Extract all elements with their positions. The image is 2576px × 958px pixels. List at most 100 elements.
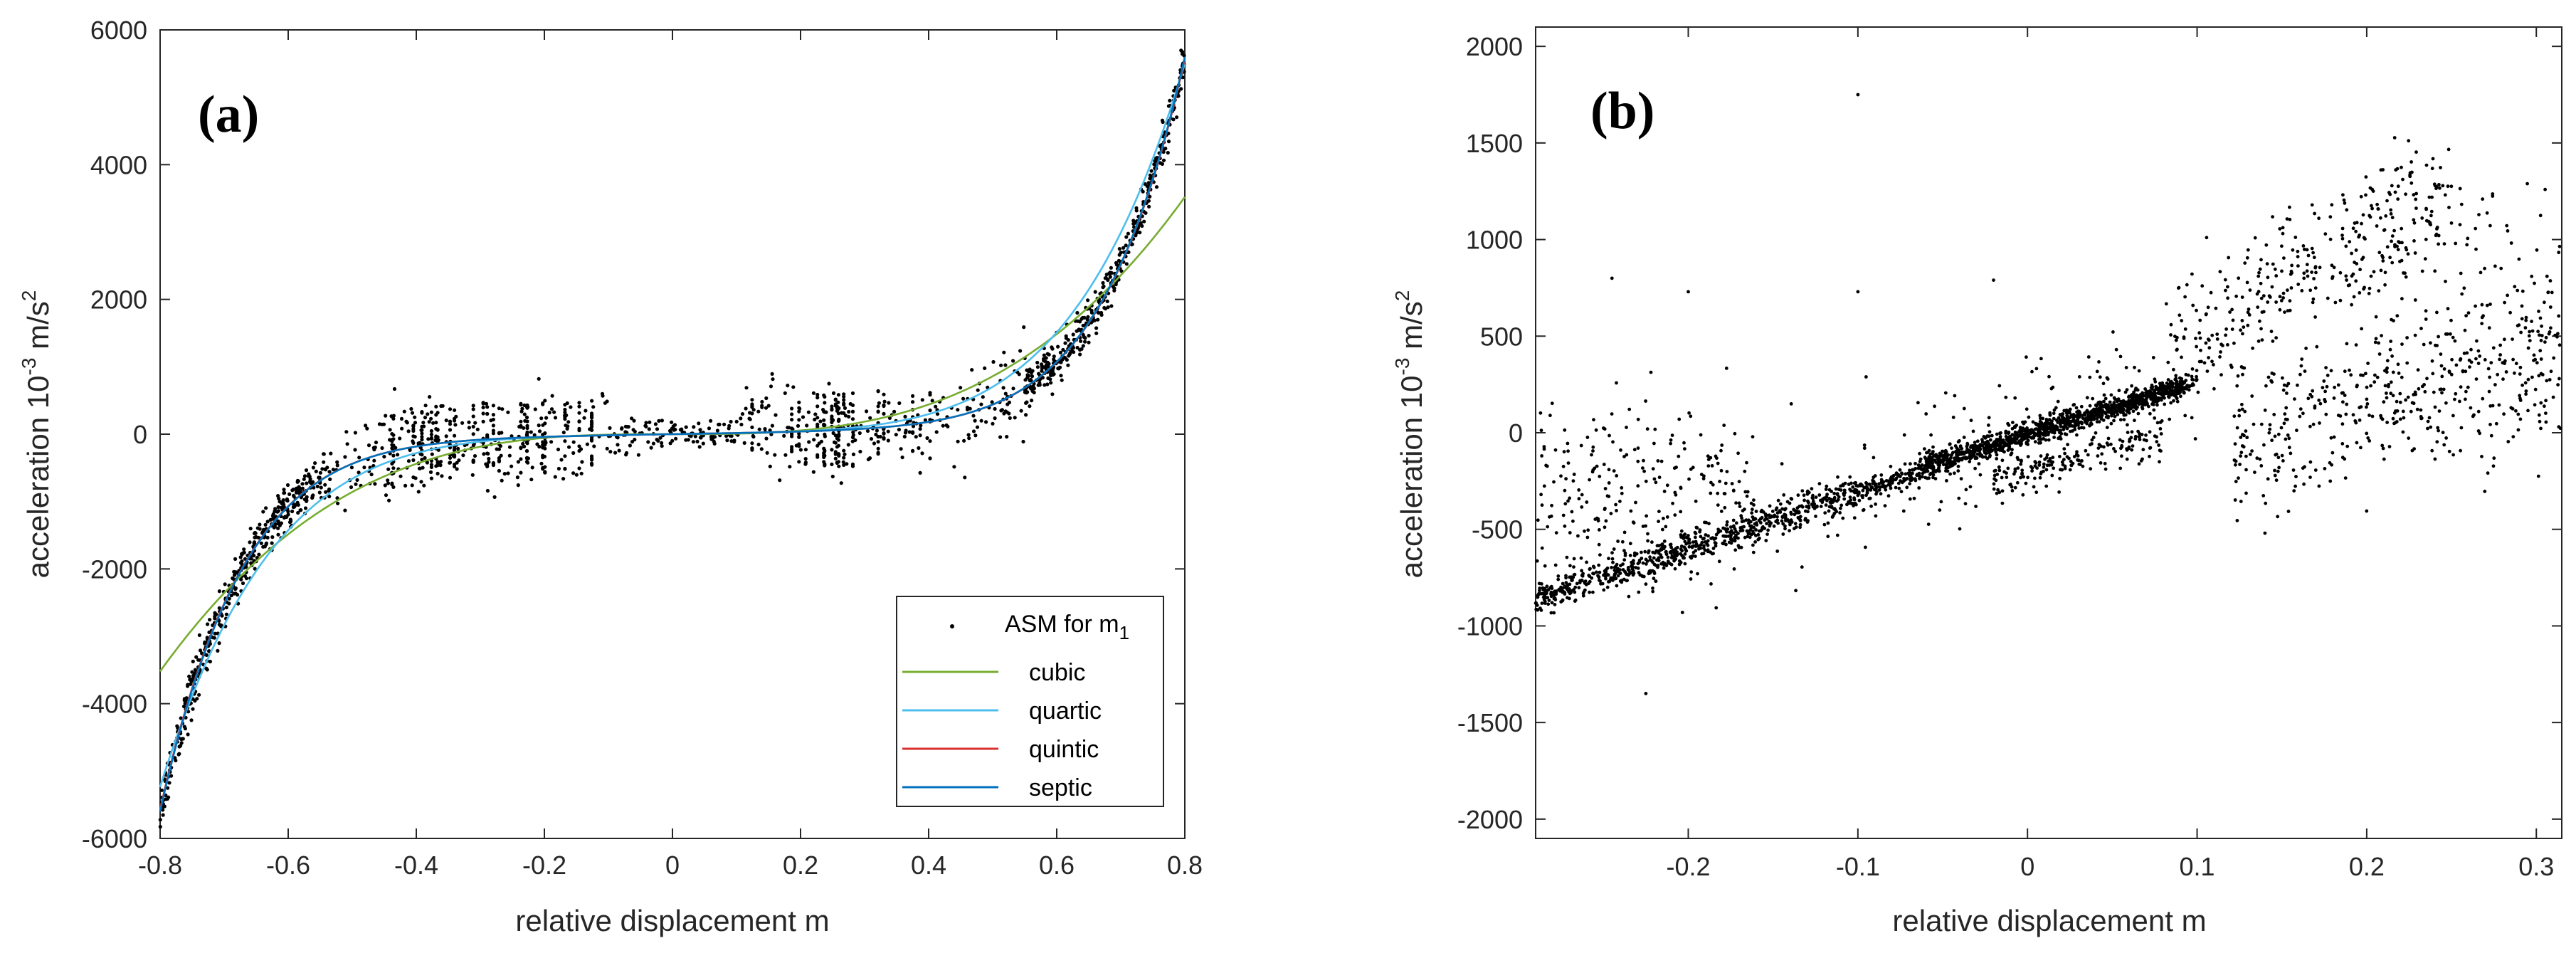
scatter-point-b [1879, 492, 1883, 496]
scatter-point-b [2343, 476, 2348, 480]
scatter-point-b [2400, 165, 2403, 169]
scatter-point-a [651, 441, 656, 446]
scatter-point-a [590, 463, 594, 467]
scatter-point-b [2391, 416, 2395, 421]
scatter-point-a [159, 788, 164, 792]
scatter-point-a [971, 414, 976, 418]
scatter-point-b [1706, 539, 1710, 543]
scatter-point-a [973, 433, 978, 438]
scatter-point-a [315, 484, 320, 489]
scatter-point-a [1081, 323, 1085, 327]
scatter-point-b [1920, 475, 1924, 479]
scatter-point-b [2296, 383, 2299, 387]
scatter-point-a [842, 411, 846, 416]
scatter-point-b [1931, 445, 1935, 449]
scatter-point-b [2359, 373, 2363, 377]
scatter-point-b [1738, 526, 1743, 530]
scatter-point-b [1591, 590, 1595, 594]
scatter-point-b [2128, 400, 2132, 404]
scatter-point-b [2338, 414, 2343, 418]
scatter-point-a [1013, 416, 1017, 420]
scatter-point-b [1746, 532, 1751, 535]
scatter-point-a [543, 431, 547, 436]
scatter-point-b [2013, 467, 2017, 471]
scatter-point-b [2198, 336, 2202, 340]
scatter-point-b [1832, 507, 1836, 511]
scatter-point-b [1928, 457, 1933, 460]
scatter-point-b [1754, 521, 1758, 525]
scatter-point-b [1682, 545, 1686, 549]
scatter-point-a [833, 456, 838, 460]
scatter-point-b [2306, 274, 2310, 278]
scatter-point-b [2089, 467, 2093, 471]
scatter-point-b [1988, 445, 1992, 448]
scatter-point-a [1179, 87, 1183, 91]
scatter-point-b [1598, 578, 1601, 582]
scatter-point-b [1622, 577, 1626, 581]
scatter-point-b [1811, 499, 1815, 503]
scatter-point-b [2074, 406, 2079, 410]
scatter-point-a [1071, 332, 1075, 337]
scatter-point-b [2191, 303, 2195, 307]
scatter-point-a [585, 442, 590, 446]
scatter-point-b [2198, 318, 2202, 322]
scatter-point-b [2018, 428, 2022, 432]
scatter-point-a [354, 482, 358, 486]
scatter-point-b [2271, 215, 2275, 219]
scatter-point-b [1829, 498, 1833, 502]
scatter-point-a [835, 460, 839, 465]
scatter-point-b [1781, 522, 1785, 526]
x-tick-label-a: 0.6 [1039, 851, 1075, 880]
scatter-point-b [2329, 369, 2333, 373]
scatter-point-b [2140, 406, 2145, 411]
scatter-point-b [2513, 285, 2517, 289]
scatter-point-b [1729, 525, 1733, 529]
scatter-point-b [2259, 258, 2263, 262]
scatter-point-a [1119, 269, 1124, 273]
scatter-point-b [2002, 470, 2007, 474]
scatter-point-b [2244, 429, 2248, 433]
scatter-point-b [2305, 263, 2309, 267]
scatter-point-b [2169, 401, 2173, 405]
scatter-point-a [774, 413, 778, 417]
scatter-point-b [2001, 438, 2005, 442]
scatter-point-a [563, 403, 567, 407]
scatter-point-b [2097, 443, 2101, 446]
scatter-point-b [2328, 237, 2333, 241]
scatter-point-a [484, 401, 489, 406]
scatter-point-a [623, 424, 628, 428]
scatter-point-b [1691, 540, 1695, 544]
scatter-point-b [1729, 541, 1733, 545]
scatter-point-a [411, 475, 416, 480]
scatter-point-a [577, 401, 581, 405]
scatter-point-b [2389, 339, 2393, 343]
scatter-point-b [2235, 384, 2239, 388]
scatter-point-a [811, 391, 815, 395]
y-tick-label-b: 500 [1480, 322, 1523, 351]
scatter-point-a [461, 453, 465, 458]
scatter-point-b [2166, 378, 2170, 381]
scatter-point-a [453, 447, 457, 451]
scatter-point-b [2118, 438, 2122, 442]
scatter-point-a [698, 436, 703, 440]
scatter-point-b [1823, 497, 1827, 500]
scatter-point-a [253, 567, 257, 571]
scatter-point-a [1148, 173, 1152, 177]
scatter-point-b [2449, 332, 2452, 336]
scatter-point-b [1909, 478, 1913, 483]
scatter-point-b [1995, 491, 1999, 495]
scatter-point-a [313, 461, 317, 465]
scatter-point-b [2178, 384, 2182, 389]
scatter-point-b [2239, 436, 2243, 439]
scatter-point-b [1786, 518, 1790, 522]
scatter-point-b [1623, 569, 1627, 574]
scatter-point-b [2155, 400, 2159, 404]
scatter-point-a [429, 416, 433, 421]
scatter-point-b [1747, 518, 1751, 522]
scatter-point-b [2170, 393, 2174, 397]
scatter-point-b [1852, 496, 1857, 500]
scatter-point-a [747, 416, 751, 421]
scatter-point-a [349, 465, 354, 470]
scatter-point-b [2229, 363, 2233, 367]
scatter-point-a [491, 404, 496, 408]
